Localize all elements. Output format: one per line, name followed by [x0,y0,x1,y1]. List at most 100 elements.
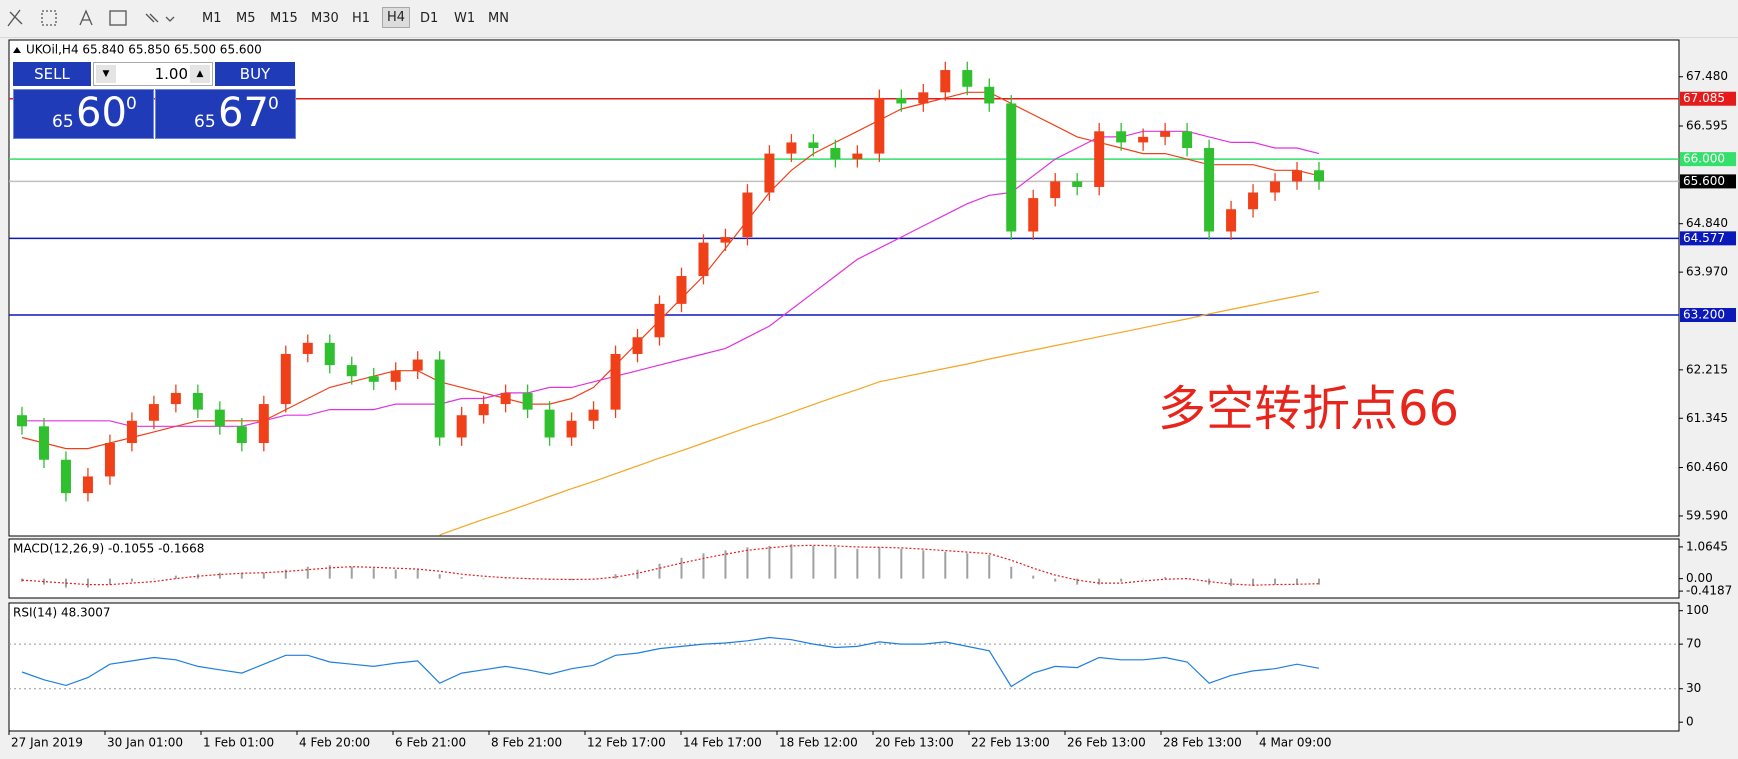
candle-body [324,342,335,366]
macd-bar [658,563,661,579]
lots-box[interactable]: ▼ 1.00 ▲ [93,62,213,86]
candle-body [412,359,423,371]
candle-body [610,353,621,410]
macd-bar [900,548,903,579]
candle-body [192,392,203,410]
y-tick-label: 61.345 [1686,411,1728,425]
level-tag [1680,174,1736,189]
lots-value: 1.00 [154,65,188,83]
macd-bar [680,557,683,579]
candle-body [720,237,731,243]
x-tick-label: 28 Feb 13:00 [1163,736,1242,750]
toolbar: M1 M5 M15 M30 H1 H4 D1 W1 MN [0,0,1738,38]
level-tag [1680,307,1736,322]
macd-bar [878,547,881,579]
macd-bar [20,578,23,582]
macd-bar [482,578,485,580]
annotation: 多空转折点66 [1158,381,1459,437]
macd-bar [526,578,529,580]
candle-body [786,142,797,154]
macd-bar [504,578,507,580]
rsi-line [21,636,1320,688]
buy-price-point: 0 [268,94,279,114]
macd-bar [1274,578,1277,585]
candle-body [1182,131,1193,148]
candle-body [940,70,951,93]
icon-arrows[interactable] [145,13,175,23]
macd-bar [262,572,265,579]
candle-body [896,97,907,104]
macd-bar [944,551,947,579]
icon-period-sep[interactable] [41,10,57,26]
macd-bar [1032,575,1035,579]
candle-body [456,415,467,438]
level-label: 66.000 [1683,152,1725,166]
candle-body [984,86,995,104]
timeframe-button[interactable]: H4 [382,7,411,28]
macd-bar [328,565,331,579]
macd-bar [306,566,309,579]
macd-bar [790,544,793,579]
icon-crosshair[interactable] [7,9,23,27]
timeframe-button[interactable]: M30 [311,11,339,26]
sell-button[interactable]: SELL [13,62,91,86]
macd-bar [130,578,133,582]
candle-body [1138,136,1149,143]
timeframe-button[interactable]: M5 [236,11,256,26]
timeframe-button[interactable]: MN [488,11,509,26]
tool-icons [7,9,175,27]
lots-up[interactable]: ▲ [190,65,210,83]
buy-price[interactable]: 65 67 0 [155,89,296,139]
candle-body [280,353,291,405]
candle-body [764,153,775,193]
macd-bar [768,545,771,579]
y-tick-label: 100 [1686,603,1709,617]
candle-body [1226,209,1237,232]
candle-body [742,192,753,238]
candle-body [1292,170,1303,182]
y-tick-label: 30 [1686,681,1701,695]
icon-text[interactable] [79,9,93,26]
title-marker [13,47,21,53]
macd-bar [812,545,815,579]
candle-body [654,303,665,338]
timeframe-button[interactable]: D1 [420,11,439,26]
x-tick-label: 22 Feb 13:00 [971,736,1050,750]
macd-bar [460,577,463,579]
x-tick-label: 8 Feb 21:00 [491,736,562,750]
macd-bar [636,569,639,579]
timeframe-button[interactable]: H1 [352,11,371,26]
candle-body [808,142,819,148]
candle-body [1116,131,1127,143]
lots-down[interactable]: ▼ [96,65,116,83]
y-tick-label: 64.840 [1686,216,1728,230]
macd-bar [108,578,111,585]
macd-bar [988,554,991,579]
macd-bar [284,569,287,579]
level-tag [1680,152,1736,167]
buy-button[interactable]: BUY [215,62,295,86]
chart-title: UKOil,H4 65.840 65.850 65.500 65.600 [26,43,262,57]
trade-panel: SELL ▼ 1.00 ▲ BUY 65 60 0 65 67 0 [13,62,296,139]
macd-bar [724,550,727,579]
candle-body [1270,181,1281,193]
timeframe-button[interactable]: W1 [454,11,476,26]
x-tick-label: 14 Feb 17:00 [683,736,762,750]
sell-price[interactable]: 65 60 0 [13,89,154,139]
level-tag [1680,231,1736,246]
x-tick-label: 12 Feb 17:00 [587,736,666,750]
candle-body [148,404,159,421]
macd-bar [438,574,441,579]
y-tick-label: 59.590 [1686,508,1728,522]
timeframe-button[interactable]: M15 [270,11,298,26]
candle-body [522,392,533,410]
timeframe-button[interactable]: M1 [202,11,222,26]
icon-label[interactable] [109,10,127,26]
candle-body [214,409,225,427]
macd-bar [86,578,89,588]
macd-bar [1120,578,1123,582]
level-label: 65.600 [1683,174,1725,188]
macd-bar [1142,578,1145,580]
level-label: 67.085 [1683,91,1725,105]
macd-bar [152,578,155,580]
